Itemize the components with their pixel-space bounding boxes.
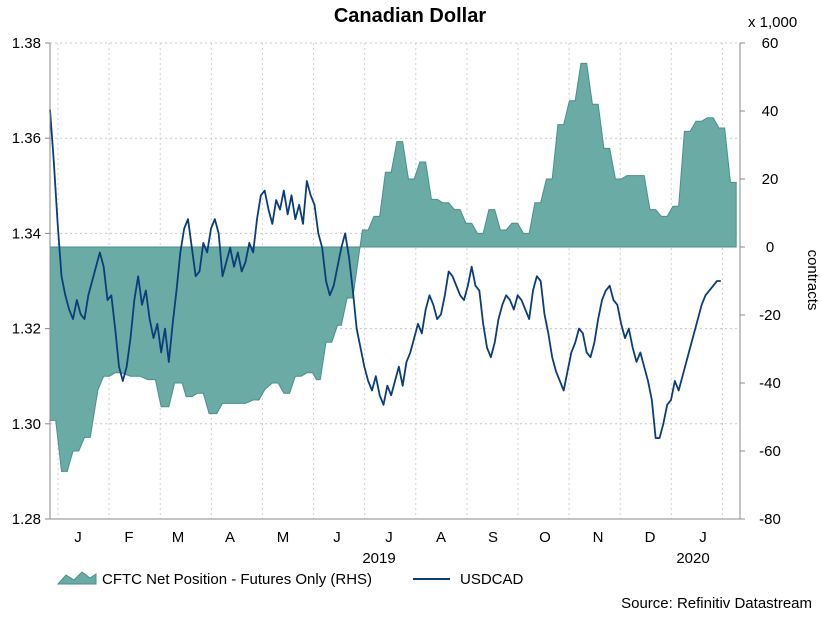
left-axis-ticks: 1.38 1.36 1.34 1.32 1.30 1.28 (12, 35, 50, 528)
x-month-label: S (488, 529, 498, 546)
x-month-label: A (436, 529, 446, 546)
source-note: Source: Refinitiv Datastream (621, 595, 812, 612)
right-tick-label: 20 (762, 171, 779, 188)
x-month-label: M (172, 529, 185, 546)
left-tick-label: 1.32 (12, 321, 41, 338)
right-tick-label: -40 (759, 375, 781, 392)
x-month-label: O (539, 529, 551, 546)
usdcad-line (49, 109, 721, 439)
left-tick-label: 1.36 (12, 130, 41, 147)
x-month-label: A (225, 529, 235, 546)
right-axis-label: contracts (804, 250, 821, 311)
x-month-label: D (645, 529, 656, 546)
right-tick-label: -80 (759, 511, 781, 528)
x-month-label: J (699, 529, 707, 546)
chart-title: Canadian Dollar (334, 5, 486, 27)
x-month-label: J (385, 529, 393, 546)
right-tick-label: -20 (759, 307, 781, 324)
right-tick-label: 40 (762, 103, 779, 120)
x-month-label: N (593, 529, 604, 546)
right-tick-label: -60 (759, 443, 781, 460)
axes (49, 43, 741, 520)
right-tick-label: 60 (762, 35, 779, 52)
legend-label-usdcad: USDCAD (460, 571, 524, 588)
usdcad-line-layer (49, 109, 721, 439)
right-axis-multiplier: x 1,000 (748, 14, 797, 31)
x-month-label: M (277, 529, 290, 546)
left-tick-label: 1.38 (12, 35, 41, 52)
legend-label-cftc: CFTC Net Position - Futures Only (RHS) (102, 571, 372, 588)
right-axis-ticks: 60 40 20 0 -20 -40 -60 -80 (740, 35, 781, 528)
cftc-area-layer (49, 62, 737, 472)
cftc-net-position-area (49, 62, 737, 472)
x-month-label: J (333, 529, 341, 546)
left-tick-label: 1.30 (12, 416, 41, 433)
x-year-label: 2019 (362, 550, 395, 567)
x-axis-ticks: J F M A M J J A S O N D J 2019 2020 (74, 529, 709, 567)
left-tick-label: 1.34 (12, 225, 41, 242)
right-tick-label: 0 (766, 239, 774, 256)
x-month-label: F (124, 529, 133, 546)
x-month-label: J (74, 529, 82, 546)
legend-area-swatch (56, 571, 97, 585)
x-year-label: 2020 (676, 550, 709, 567)
legend: CFTC Net Position - Futures Only (RHS) U… (56, 571, 524, 588)
left-tick-label: 1.28 (12, 511, 41, 528)
